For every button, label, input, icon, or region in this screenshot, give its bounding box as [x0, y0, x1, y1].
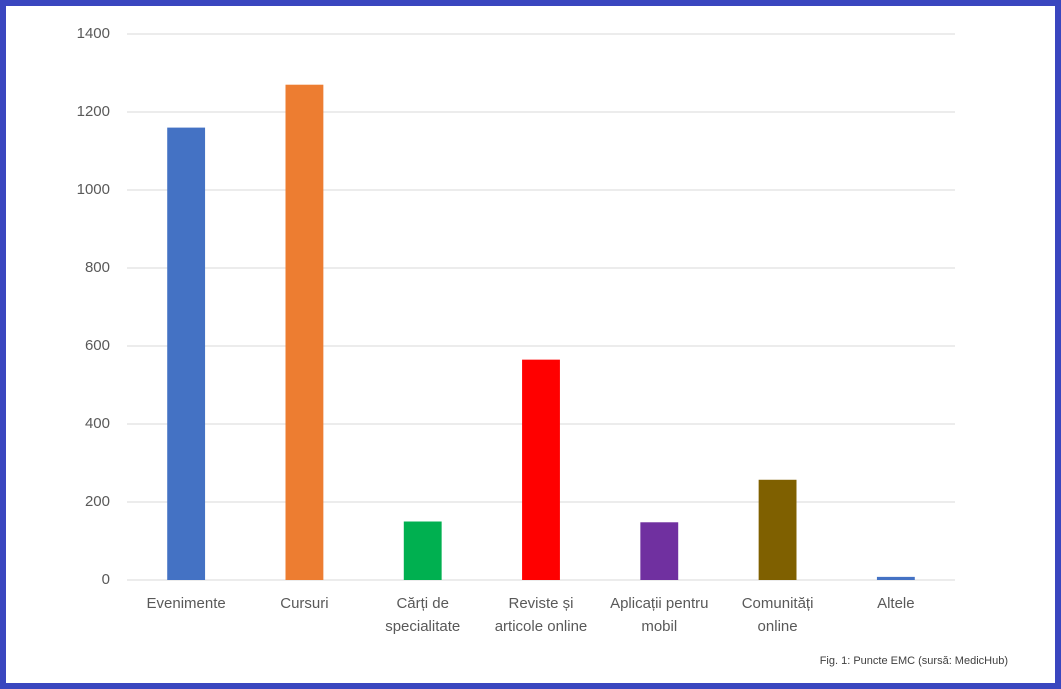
x-tick-label: Altele [877, 595, 915, 612]
y-tick-label: 800 [85, 259, 110, 276]
x-tick-label: Cursuri [280, 595, 328, 612]
bar [285, 84, 324, 580]
x-tick-label: Comunități online [742, 595, 814, 635]
bar [167, 127, 206, 580]
bar [522, 359, 560, 580]
y-tick-label: 1000 [77, 181, 110, 198]
y-tick-label: 400 [85, 415, 110, 432]
y-tick-label: 1200 [77, 103, 110, 120]
bar [403, 521, 442, 580]
x-tick-label: Evenimente [147, 595, 226, 612]
bar [876, 576, 915, 580]
y-tick-label: 0 [102, 571, 110, 588]
x-tick-label: Cărți de specialitate [385, 595, 460, 635]
y-tick-label: 600 [85, 337, 110, 354]
x-tick-label: Aplicații pentru mobil [610, 595, 708, 635]
bar [758, 479, 797, 580]
y-tick-label: 1400 [77, 25, 110, 42]
x-tick-label: Reviste și articole online [495, 595, 588, 635]
y-tick-label: 200 [85, 493, 110, 510]
caption: Fig. 1: Puncte EMC (sursă: MedicHub) [820, 655, 1008, 667]
bar [640, 522, 679, 580]
panel [6, 6, 1055, 683]
